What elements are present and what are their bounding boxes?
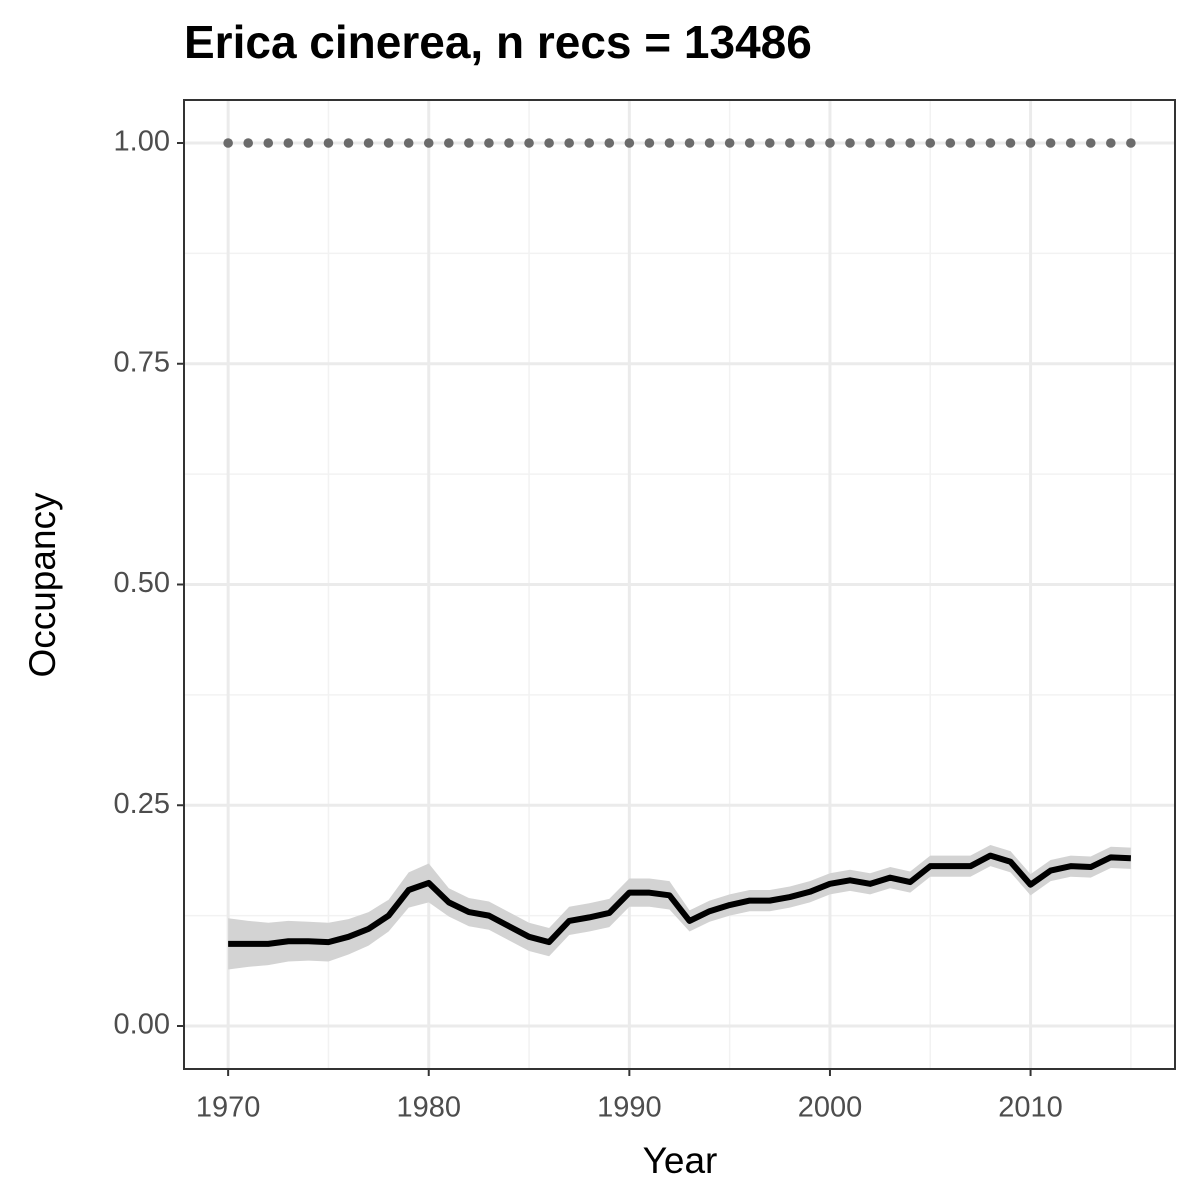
- dot: [644, 138, 655, 148]
- dot: [865, 138, 875, 148]
- x-tick-label: 1970: [196, 1092, 261, 1124]
- dot: [684, 138, 695, 148]
- dot: [945, 138, 956, 148]
- dot: [444, 138, 454, 148]
- dot: [805, 138, 815, 148]
- dot: [504, 138, 514, 148]
- dot: [363, 138, 374, 148]
- x-axis-label: Year: [643, 1140, 718, 1181]
- dot: [724, 138, 735, 148]
- dot: [263, 138, 274, 148]
- dot: [383, 138, 394, 148]
- y-tick-label: 0.00: [114, 1009, 170, 1041]
- dot: [544, 138, 554, 148]
- x-tick-label: 2000: [798, 1092, 863, 1124]
- dot: [885, 138, 895, 148]
- y-tick-label: 0.75: [114, 346, 170, 378]
- x-tick-label: 2010: [998, 1092, 1063, 1124]
- y-tick-label: 1.00: [114, 126, 170, 158]
- x-tick-label: 1990: [597, 1092, 662, 1124]
- dot: [985, 138, 996, 148]
- dot: [1045, 138, 1056, 148]
- y-tick-label: 0.25: [114, 788, 170, 820]
- dot: [1085, 138, 1096, 148]
- dot: [825, 138, 835, 148]
- dot: [584, 138, 595, 148]
- dot: [785, 138, 795, 148]
- dot: [283, 138, 294, 148]
- dot: [1005, 138, 1016, 148]
- dot: [604, 138, 615, 148]
- dot: [1126, 138, 1136, 148]
- chart-title: Erica cinerea, n recs = 13486: [184, 16, 812, 68]
- dot: [1025, 138, 1036, 148]
- dot: [905, 138, 915, 148]
- dot: [1106, 138, 1116, 148]
- dot: [664, 138, 675, 148]
- y-tick-label: 0.50: [114, 567, 170, 599]
- dot: [223, 138, 233, 148]
- line: [228, 852, 1132, 947]
- dot: [965, 138, 976, 148]
- dot: [704, 138, 715, 148]
- dot: [524, 138, 534, 148]
- dot: [464, 138, 474, 148]
- dot: [764, 138, 775, 148]
- dot: [845, 138, 855, 148]
- y-axis-label: Occupancy: [22, 492, 63, 678]
- dot: [744, 138, 755, 148]
- dot: [343, 138, 354, 148]
- plot-border: [183, 99, 1176, 1070]
- x-tick-label: 1980: [396, 1092, 461, 1124]
- dot: [323, 138, 334, 148]
- dot: [243, 138, 253, 148]
- dot: [303, 138, 314, 148]
- dot: [423, 138, 434, 148]
- dot: [925, 138, 936, 148]
- dot: [403, 138, 414, 148]
- dot: [624, 138, 635, 148]
- dot: [564, 138, 574, 148]
- dot: [484, 138, 494, 148]
- dot: [1065, 138, 1076, 148]
